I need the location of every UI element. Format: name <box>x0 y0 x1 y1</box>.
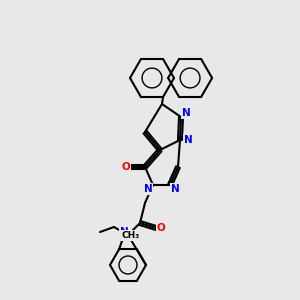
Text: O: O <box>157 223 165 233</box>
Text: N: N <box>144 184 152 194</box>
Text: N: N <box>182 108 190 118</box>
Text: CH₃: CH₃ <box>122 231 140 240</box>
Text: N: N <box>184 135 192 145</box>
Text: N: N <box>171 184 179 194</box>
Text: N: N <box>120 227 128 237</box>
Text: O: O <box>122 162 130 172</box>
